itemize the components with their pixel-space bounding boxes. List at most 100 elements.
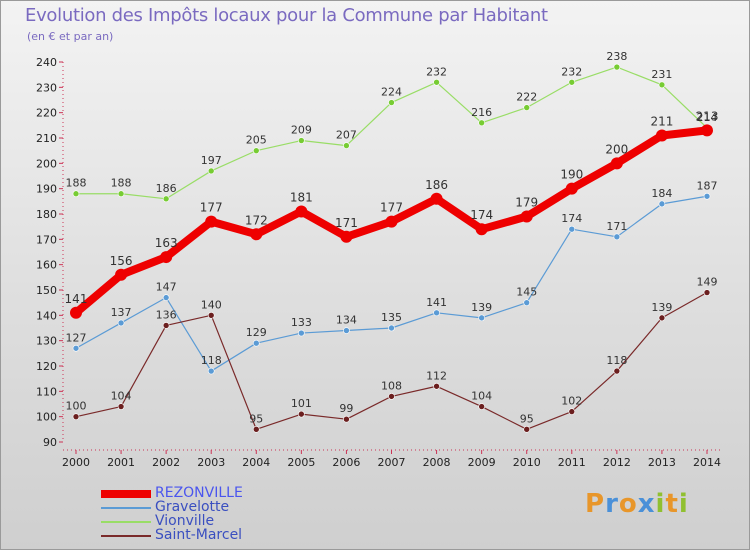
data-point <box>658 314 666 322</box>
data-point <box>298 137 305 144</box>
x-tick-label: 2003 <box>197 456 225 469</box>
data-label: 133 <box>291 316 312 329</box>
data-point <box>72 413 80 420</box>
logo-letter: i <box>678 489 689 519</box>
data-point <box>117 319 125 327</box>
data-point <box>523 104 531 111</box>
data-point <box>115 268 128 281</box>
y-tick-label: 110 <box>36 385 57 398</box>
y-tick-label: 100 <box>36 411 57 424</box>
data-point <box>658 81 666 89</box>
data-point <box>162 294 170 301</box>
y-tick-label: 220 <box>36 107 57 120</box>
data-label: 127 <box>66 331 87 344</box>
data-label: 231 <box>651 68 672 81</box>
data-point <box>433 309 440 317</box>
data-point <box>703 289 711 296</box>
data-point <box>250 228 263 241</box>
data-point <box>117 190 125 198</box>
chart-subtitle: (en € et par an) <box>27 30 114 43</box>
data-point <box>655 129 668 142</box>
data-point <box>117 403 125 410</box>
data-point <box>298 410 305 418</box>
y-tick-label: 140 <box>36 309 57 322</box>
x-tick-label: 2013 <box>648 456 676 469</box>
data-label: 99 <box>339 402 353 415</box>
data-point <box>658 200 666 208</box>
data-label: 134 <box>336 314 357 327</box>
logo-letter: o <box>618 489 638 519</box>
data-label: 186 <box>425 178 448 192</box>
legend-label: Vionville <box>155 513 215 529</box>
legend-swatch <box>101 521 151 523</box>
data-label: 188 <box>66 177 87 190</box>
data-label: 102 <box>561 395 582 408</box>
y-tick-label: 170 <box>36 233 57 246</box>
legend-label: Gravelotte <box>155 499 230 515</box>
y-tick-label: 150 <box>36 284 57 297</box>
legend-item: Saint-Marcel <box>101 527 301 543</box>
data-point <box>343 142 350 149</box>
data-label: 187 <box>697 179 718 192</box>
x-tick-label: 2004 <box>242 456 270 469</box>
data-label: 238 <box>606 50 627 63</box>
data-point <box>207 167 215 175</box>
data-label: 104 <box>111 390 132 403</box>
data-point <box>295 205 308 218</box>
data-point <box>430 192 443 205</box>
data-label: 200 <box>605 142 628 156</box>
data-point <box>613 233 621 241</box>
data-point <box>388 324 395 332</box>
data-point <box>610 157 623 170</box>
x-tick-label: 2002 <box>152 456 180 469</box>
data-label: 232 <box>426 65 447 78</box>
data-label: 174 <box>561 212 582 225</box>
data-point <box>343 415 350 423</box>
data-label: 171 <box>335 216 358 230</box>
logo-letter: x <box>637 489 656 519</box>
data-label: 172 <box>245 213 268 227</box>
data-point <box>70 306 82 319</box>
y-tick-label: 130 <box>36 335 57 348</box>
x-tick-label: 2012 <box>603 456 631 469</box>
x-tick-label: 2009 <box>468 456 496 469</box>
data-point <box>162 322 170 329</box>
y-tick-label: 230 <box>36 81 57 94</box>
legend-label: REZONVILLE <box>155 485 243 501</box>
x-tick-label: 2008 <box>423 456 451 469</box>
logo-letter: P <box>585 489 606 519</box>
chart-title: Evolution des Impôts locaux pour la Comm… <box>25 5 548 26</box>
y-tick-label: 210 <box>36 132 57 145</box>
data-point <box>252 147 260 154</box>
data-label: 108 <box>381 379 402 392</box>
data-point <box>568 78 576 86</box>
y-tick-label: 120 <box>36 360 57 373</box>
y-tick-label: 180 <box>36 208 57 221</box>
data-point <box>388 393 395 400</box>
data-point <box>568 225 576 233</box>
legend-swatch <box>101 535 151 537</box>
data-label: 181 <box>290 190 313 204</box>
y-tick-label: 160 <box>36 259 57 272</box>
x-tick-label: 2001 <box>107 456 135 469</box>
x-tick-label: 2006 <box>332 456 360 469</box>
data-label: 174 <box>470 208 493 222</box>
data-label: 141 <box>426 296 447 309</box>
data-label: 95 <box>520 412 534 425</box>
y-tick-label: 90 <box>43 436 57 449</box>
data-point <box>433 78 440 86</box>
data-label: 222 <box>516 91 537 104</box>
data-point <box>568 408 576 415</box>
logo-letter: i <box>655 489 666 519</box>
data-point <box>72 344 80 352</box>
data-label: 135 <box>381 311 402 324</box>
data-label: 147 <box>156 281 177 294</box>
data-label: 177 <box>380 201 403 215</box>
data-label: 186 <box>156 182 177 195</box>
y-tick-label: 190 <box>36 183 57 196</box>
data-label: 205 <box>246 134 267 147</box>
x-tick-label: 2014 <box>693 456 721 469</box>
data-point <box>207 312 215 319</box>
data-point <box>162 195 170 203</box>
